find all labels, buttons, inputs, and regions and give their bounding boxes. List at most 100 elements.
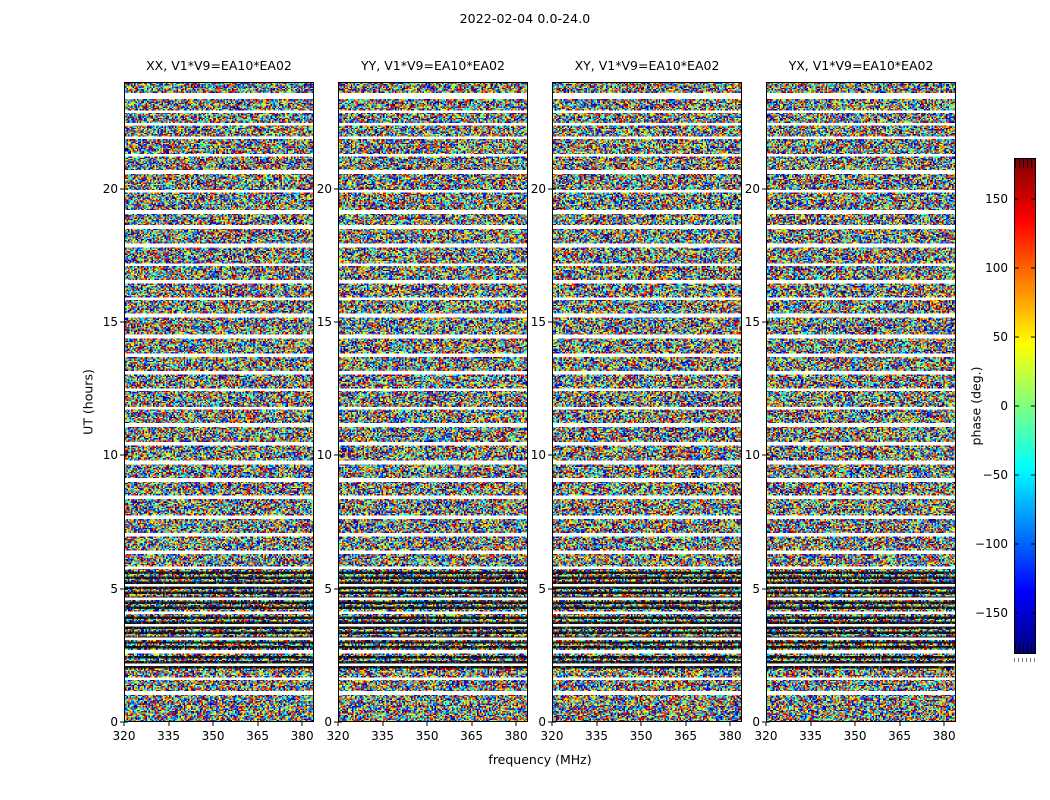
- colorbar-tick-0: 0: [1000, 399, 1008, 413]
- panel-xy-ytick-0: 0: [538, 715, 546, 729]
- panel-xy-ytick-mark-0: [548, 721, 552, 723]
- panel-yx-ytick-0: 0: [752, 715, 760, 729]
- panel-yx-xtick-365: 365: [888, 729, 912, 743]
- panel-xy-xtick-335: 335: [585, 729, 608, 743]
- panel-xy-xtick-mark-335: [596, 722, 598, 726]
- panel-xx-image[interactable]: [124, 82, 314, 722]
- panel-xy-ytick-inner-0: [552, 721, 556, 723]
- panel-yx-xtick-320: 320: [754, 729, 778, 743]
- panel-yy-ytick-inner-20: [338, 188, 342, 190]
- panel-yx-ytick-mark-20: [762, 188, 766, 190]
- panel-xx-ytick-20: 20: [102, 181, 118, 196]
- colorbar-tick-mark-right-150: [1031, 198, 1036, 200]
- panel-yy-ytick-10: 10: [316, 448, 332, 463]
- colorbar-tick-50: 50: [992, 330, 1008, 345]
- panel-xy-ytick-inner-10: [552, 454, 556, 456]
- panel-yy[interactable]: YY, V1*V9=EA10*EA02 0 5 10 15 20 320 335 350 365 3…: [317, 58, 528, 743]
- colorbar-tick-mark-right--100: [1031, 543, 1036, 545]
- colorbar[interactable]: −150 −100 −50 0 50 100 150: [975, 158, 1036, 662]
- panel-yx-ytick-20: 20: [744, 181, 760, 196]
- panel-yx-xtick-mark-380: [943, 722, 945, 726]
- panel-xx-ytick-10: 10: [102, 448, 118, 463]
- y-axis-label: UT (hours): [80, 369, 96, 435]
- panel-xy-xtick-320: 320: [540, 729, 564, 743]
- panel-xy-ytick-20: 20: [530, 181, 546, 196]
- panel-yy-xtick-365: 365: [460, 729, 484, 743]
- panel-yy-ytick-15: 15: [316, 315, 332, 329]
- colorbar-tick-150: 150: [985, 192, 1008, 207]
- colorbar-tick-mark-right-0: [1031, 405, 1036, 407]
- panel-yy-ytick-0: 0: [324, 715, 332, 729]
- panel-xx-ytick-mark-10: [120, 454, 124, 456]
- panel-yy-title: YY, V1*V9=EA10*EA02: [361, 58, 505, 73]
- panel-xx-ytick-mark-5: [120, 588, 124, 590]
- figure-suptitle: 2022-02-04 0.0-24.0: [459, 11, 591, 26]
- panel-yy-xtick-mark-365: [471, 722, 473, 726]
- panel-xx-xtick-320: 320: [112, 729, 136, 743]
- panel-yx-ytick-15: 15: [744, 315, 760, 329]
- colorbar-tick-mark-right--150: [1031, 612, 1036, 614]
- colorbar-tick-mark-right--50: [1031, 474, 1036, 476]
- panel-yy-xtick-320: 320: [326, 729, 350, 743]
- panel-xx[interactable]: XX, V1*V9=EA10*EA02 0 5 10 15 20 320 335 350 365 3…: [103, 58, 314, 743]
- colorbar-tick-mark-right-100: [1031, 267, 1036, 269]
- panel-xy-image[interactable]: [552, 82, 742, 722]
- panel-xx-xtick-350: 350: [201, 729, 225, 743]
- panel-yx[interactable]: YX, V1*V9=EA10*EA02 0 5 10 15 20 320 335 350 365 3…: [745, 58, 956, 743]
- panel-xy-ytick-10: 10: [530, 448, 546, 463]
- panel-xx-title: XX, V1*V9=EA10*EA02: [146, 58, 292, 73]
- panel-yx-ytick-10: 10: [744, 448, 760, 463]
- panel-xy[interactable]: XY, V1*V9=EA10*EA02 0 5 10 15 20 320 335 350 365 3…: [531, 58, 742, 743]
- colorbar-under-dots: [1014, 658, 1036, 662]
- panel-xx-xtick-365: 365: [246, 729, 270, 743]
- panel-yy-ytick-20: 20: [316, 181, 332, 196]
- panel-yy-ytick-inner-10: [338, 454, 342, 456]
- panel-xy-title: XY, V1*V9=EA10*EA02: [574, 58, 720, 73]
- panel-xy-ytick-15: 15: [530, 315, 546, 329]
- panel-yx-xtick-mark-365: [899, 722, 901, 726]
- colorbar-tick-mark--50: [1014, 474, 1019, 476]
- colorbar-extend-min-hatch: [1015, 644, 1035, 653]
- panel-xy-xtick-350: 350: [629, 729, 653, 743]
- colorbar-tick-mark-0: [1014, 405, 1019, 407]
- panel-xx-ytick-inner-15: [124, 321, 128, 323]
- panel-xx-ytick-inner-5: [124, 588, 128, 590]
- colorbar-tick-mark-150: [1014, 198, 1019, 200]
- colorbar-tick--150: −150: [975, 605, 1008, 620]
- panel-yx-ytick-mark-0: [762, 721, 766, 723]
- panel-xy-xtick-mark-320: [551, 722, 553, 726]
- panel-yy-ytick-inner-15: [338, 321, 342, 323]
- panel-xx-ytick-inner-10: [124, 454, 128, 456]
- colorbar-label: phase (deg.): [968, 366, 984, 446]
- panel-yy-xtick-mark-380: [515, 722, 517, 726]
- panel-xy-xtick-mark-380: [729, 722, 731, 726]
- panel-yx-ytick-inner-0: [766, 721, 770, 723]
- panel-yy-ytick-inner-5: [338, 588, 342, 590]
- colorbar-tick-100: 100: [985, 261, 1008, 276]
- panel-yx-ytick-inner-20: [766, 188, 770, 190]
- colorbar-tick-mark-100: [1014, 267, 1019, 269]
- panel-yy-xtick-mark-350: [426, 722, 428, 726]
- panel-xy-xtick-380: 380: [718, 729, 742, 743]
- colorbar-tick-mark--100: [1014, 543, 1019, 545]
- panel-xx-xtick-335: 335: [157, 729, 180, 743]
- panel-yx-xtick-mark-320: [765, 722, 767, 726]
- panel-yy-image[interactable]: [338, 82, 528, 722]
- panel-yx-xtick-350: 350: [843, 729, 867, 743]
- panel-xy-ytick-mark-5: [548, 588, 552, 590]
- colorbar-gradient: [1015, 159, 1035, 653]
- panel-yx-xtick-335: 335: [799, 729, 822, 743]
- panel-xy-ytick-inner-20: [552, 188, 556, 190]
- panel-xx-xtick-mark-350: [212, 722, 214, 726]
- panel-yx-xtick-mark-335: [810, 722, 812, 726]
- panel-xx-ytick-inner-20: [124, 188, 128, 190]
- panel-xy-ytick-5: 5: [538, 581, 546, 596]
- colorbar-tick--100: −100: [975, 536, 1008, 551]
- panel-xx-ytick-mark-15: [120, 321, 124, 323]
- colorbar-tick-mark-50: [1014, 336, 1019, 338]
- panel-yy-xtick-mark-335: [382, 722, 384, 726]
- panel-yy-ytick-mark-0: [334, 721, 338, 723]
- panel-yx-image[interactable]: [766, 82, 956, 722]
- panel-xy-ytick-mark-10: [548, 454, 552, 456]
